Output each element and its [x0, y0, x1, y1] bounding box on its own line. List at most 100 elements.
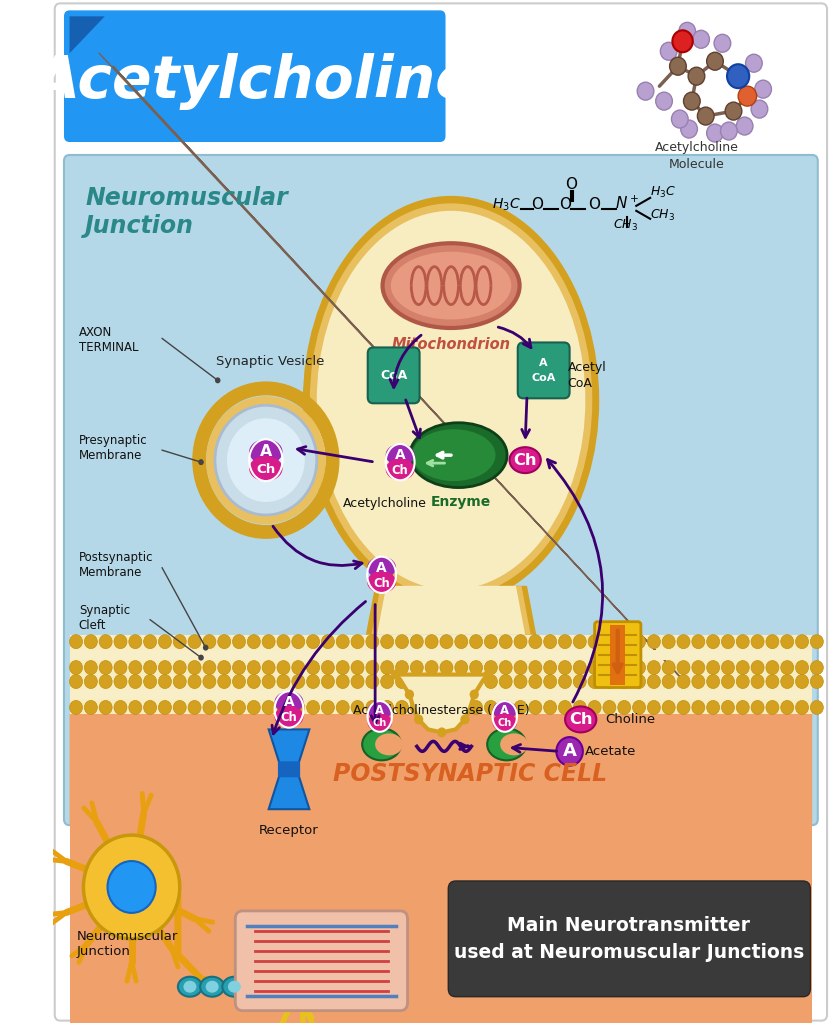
- Circle shape: [114, 700, 127, 715]
- Ellipse shape: [385, 443, 415, 466]
- Circle shape: [662, 660, 675, 675]
- Circle shape: [107, 861, 156, 913]
- Circle shape: [199, 654, 204, 660]
- Circle shape: [469, 689, 478, 699]
- Ellipse shape: [382, 244, 520, 328]
- Circle shape: [603, 660, 616, 675]
- Circle shape: [810, 635, 823, 648]
- Circle shape: [292, 675, 305, 688]
- Circle shape: [722, 660, 734, 675]
- Circle shape: [292, 660, 305, 675]
- Text: Neuromuscular
Junction: Neuromuscular Junction: [85, 186, 288, 238]
- Text: Postsynaptic
Membrane: Postsynaptic Membrane: [79, 551, 153, 579]
- Circle shape: [232, 700, 246, 715]
- Text: Choline: Choline: [605, 713, 655, 726]
- Circle shape: [722, 700, 734, 715]
- FancyBboxPatch shape: [54, 3, 827, 1021]
- Circle shape: [558, 675, 572, 688]
- Circle shape: [411, 660, 423, 675]
- Circle shape: [129, 635, 142, 648]
- Ellipse shape: [375, 733, 403, 756]
- Circle shape: [469, 675, 483, 688]
- Circle shape: [737, 675, 749, 688]
- Circle shape: [662, 675, 675, 688]
- Circle shape: [697, 108, 714, 125]
- Circle shape: [173, 660, 186, 675]
- Circle shape: [648, 675, 660, 688]
- Circle shape: [499, 675, 512, 688]
- Ellipse shape: [249, 439, 282, 465]
- Text: Synaptic
Cleft: Synaptic Cleft: [79, 604, 130, 632]
- Circle shape: [514, 700, 527, 715]
- Circle shape: [766, 660, 779, 675]
- Circle shape: [781, 660, 794, 675]
- FancyBboxPatch shape: [235, 911, 407, 1011]
- Circle shape: [405, 689, 414, 699]
- Circle shape: [722, 675, 734, 688]
- Ellipse shape: [500, 733, 528, 756]
- Circle shape: [706, 660, 720, 675]
- Circle shape: [544, 635, 556, 648]
- Circle shape: [307, 660, 319, 675]
- Circle shape: [218, 675, 230, 688]
- Circle shape: [262, 635, 275, 648]
- Ellipse shape: [228, 981, 241, 992]
- Circle shape: [218, 660, 230, 675]
- Circle shape: [692, 675, 705, 688]
- Circle shape: [425, 660, 438, 675]
- Circle shape: [366, 675, 379, 688]
- Text: A: A: [376, 560, 387, 574]
- Ellipse shape: [362, 728, 401, 761]
- Circle shape: [84, 836, 179, 939]
- Circle shape: [215, 406, 317, 515]
- Circle shape: [730, 68, 747, 85]
- Circle shape: [440, 635, 453, 648]
- Circle shape: [677, 660, 690, 675]
- Bar: [70, 649, 812, 659]
- Circle shape: [411, 675, 423, 688]
- FancyBboxPatch shape: [278, 761, 300, 777]
- Ellipse shape: [493, 701, 517, 720]
- Circle shape: [396, 700, 408, 715]
- Text: Acetylcholinesterase (AChE): Acetylcholinesterase (AChE): [354, 705, 530, 718]
- Circle shape: [232, 660, 246, 675]
- Circle shape: [706, 52, 723, 71]
- Circle shape: [351, 635, 364, 648]
- Text: Ch: Ch: [373, 719, 387, 728]
- Text: Acetylcholine: Acetylcholine: [343, 497, 427, 510]
- Circle shape: [558, 635, 572, 648]
- Text: Ch: Ch: [498, 719, 512, 728]
- Circle shape: [795, 635, 809, 648]
- Bar: [610, 625, 625, 684]
- Text: POSTSYNAPTIC CELL: POSTSYNAPTIC CELL: [333, 762, 607, 786]
- Circle shape: [692, 635, 705, 648]
- Circle shape: [766, 635, 779, 648]
- Ellipse shape: [275, 706, 303, 728]
- Circle shape: [680, 120, 697, 138]
- Circle shape: [227, 418, 305, 502]
- Circle shape: [114, 660, 127, 675]
- Circle shape: [672, 31, 693, 52]
- Text: A: A: [395, 447, 406, 462]
- Circle shape: [766, 675, 779, 688]
- Ellipse shape: [412, 429, 495, 481]
- Text: A: A: [540, 358, 548, 369]
- Text: Acetylcholine: Acetylcholine: [34, 52, 475, 110]
- Circle shape: [351, 660, 364, 675]
- Circle shape: [781, 675, 794, 688]
- Circle shape: [99, 660, 112, 675]
- Circle shape: [203, 660, 216, 675]
- Circle shape: [232, 675, 246, 688]
- Text: Neuromuscular
Junction: Neuromuscular Junction: [77, 930, 178, 957]
- Circle shape: [737, 700, 749, 715]
- Circle shape: [203, 675, 216, 688]
- Circle shape: [573, 675, 587, 688]
- Circle shape: [85, 675, 97, 688]
- Circle shape: [99, 635, 112, 648]
- Circle shape: [484, 700, 498, 715]
- Circle shape: [684, 92, 701, 111]
- Circle shape: [455, 635, 468, 648]
- Circle shape: [721, 122, 737, 140]
- Circle shape: [455, 660, 468, 675]
- Circle shape: [99, 700, 112, 715]
